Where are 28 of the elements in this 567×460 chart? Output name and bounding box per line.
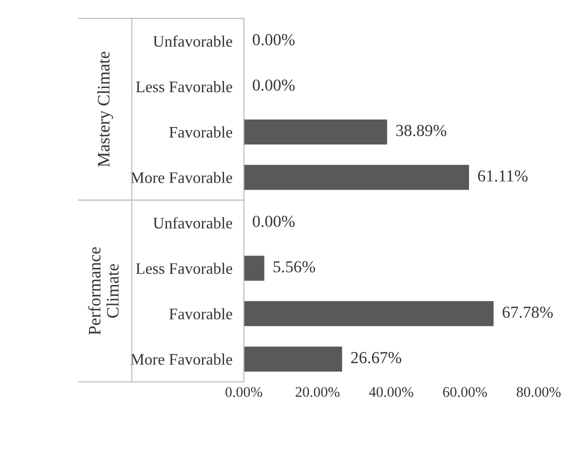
y-tick-label: Unfavorable [153, 217, 232, 229]
y-tick-label: Unfavorable [153, 35, 232, 47]
text: Mastery Climate [97, 52, 114, 167]
x-tick-label: 20.00% [296, 387, 340, 397]
bar [244, 346, 342, 372]
x-tick-label: 40.00% [369, 387, 414, 397]
y-tick-label: Less Favorable [136, 262, 232, 274]
bar [244, 301, 494, 326]
y-tick-label: More Favorable [130, 354, 232, 365]
bar [244, 119, 388, 144]
data-label: 5.56% [274, 261, 316, 272]
text: Performance Climate [88, 247, 119, 335]
x-tick-label: 60.00% [443, 387, 487, 397]
x-tick-label: 0.00% [226, 387, 262, 397]
y-tick-label: Favorable [169, 308, 232, 320]
data-label: 0.00% [252, 34, 295, 46]
data-label: 67.78% [502, 306, 553, 318]
x-tick-label: 80.00% [516, 387, 561, 397]
y-tick-label: Less Favorable [136, 80, 232, 92]
y-tick-label: Favorable [169, 126, 232, 138]
data-label: 38.89% [396, 124, 446, 136]
data-label: 0.00% [252, 216, 295, 228]
data-label: 26.67% [351, 352, 402, 364]
bar [244, 164, 470, 190]
data-label: 0.00% [252, 79, 295, 91]
y-tick-label: More Favorable [130, 172, 232, 184]
bar [244, 256, 264, 281]
data-label: 61.11% [478, 170, 528, 182]
